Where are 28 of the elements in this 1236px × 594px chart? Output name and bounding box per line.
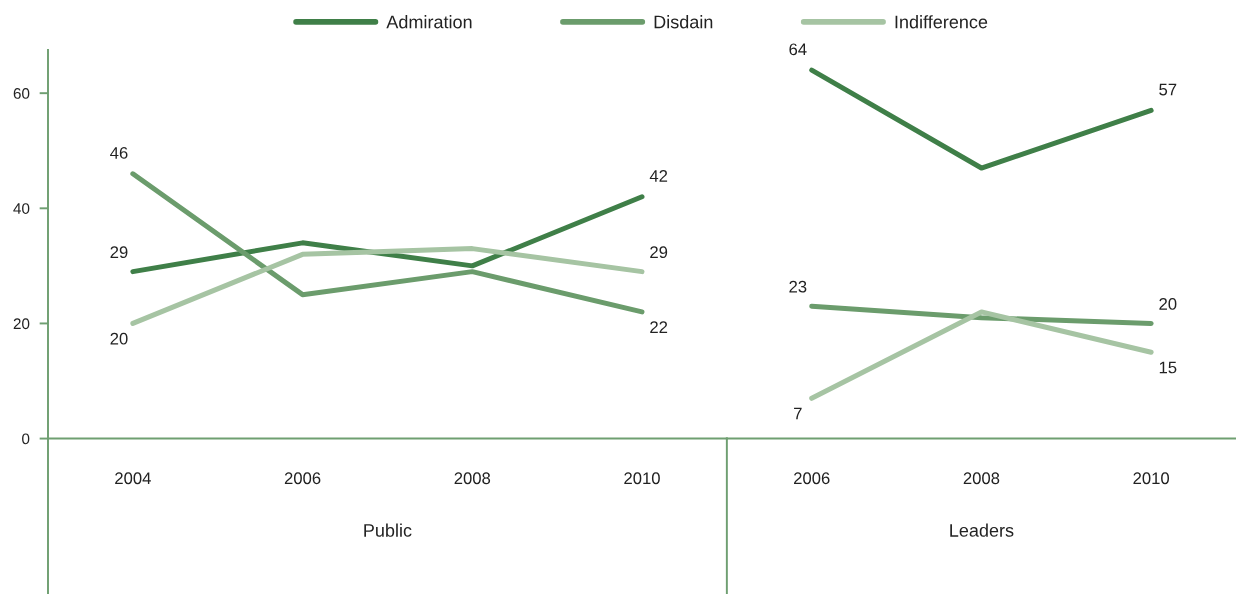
legend-label: Disdain [654,15,713,29]
y-tick-label: 20 [13,318,30,330]
x-tick-label: 2006 [284,472,321,485]
data-label: 20 [1159,298,1177,310]
data-label: 42 [649,170,668,182]
x-tick-label: 2010 [624,472,660,485]
x-tick-label: 2008 [454,472,491,485]
data-label: 20 [110,332,128,345]
data-label: 46 [110,146,128,159]
x-tick-label: 2008 [963,472,1000,485]
x-axis-title: Leaders [950,523,1014,537]
y-tick-label: 60 [13,88,30,99]
legend-label: Admiration [386,15,472,29]
data-label: 57 [1159,83,1177,96]
data-label: 23 [789,280,807,293]
y-tick-label: 40 [13,203,30,214]
x-tick-label: 2006 [794,472,830,485]
data-label: 15 [1159,361,1177,374]
x-tick-label: 2004 [115,472,151,485]
data-label: 29 [110,246,128,259]
legend-label: Indifference [895,15,988,29]
data-label: 64 [789,43,807,56]
x-tick-label: 2010 [1133,472,1170,485]
data-label: 22 [650,321,668,333]
y-tick-label: 0 [22,433,30,445]
data-label: 7 [794,407,802,420]
x-axis-title: Public [364,523,412,537]
data-label: 29 [650,246,668,259]
